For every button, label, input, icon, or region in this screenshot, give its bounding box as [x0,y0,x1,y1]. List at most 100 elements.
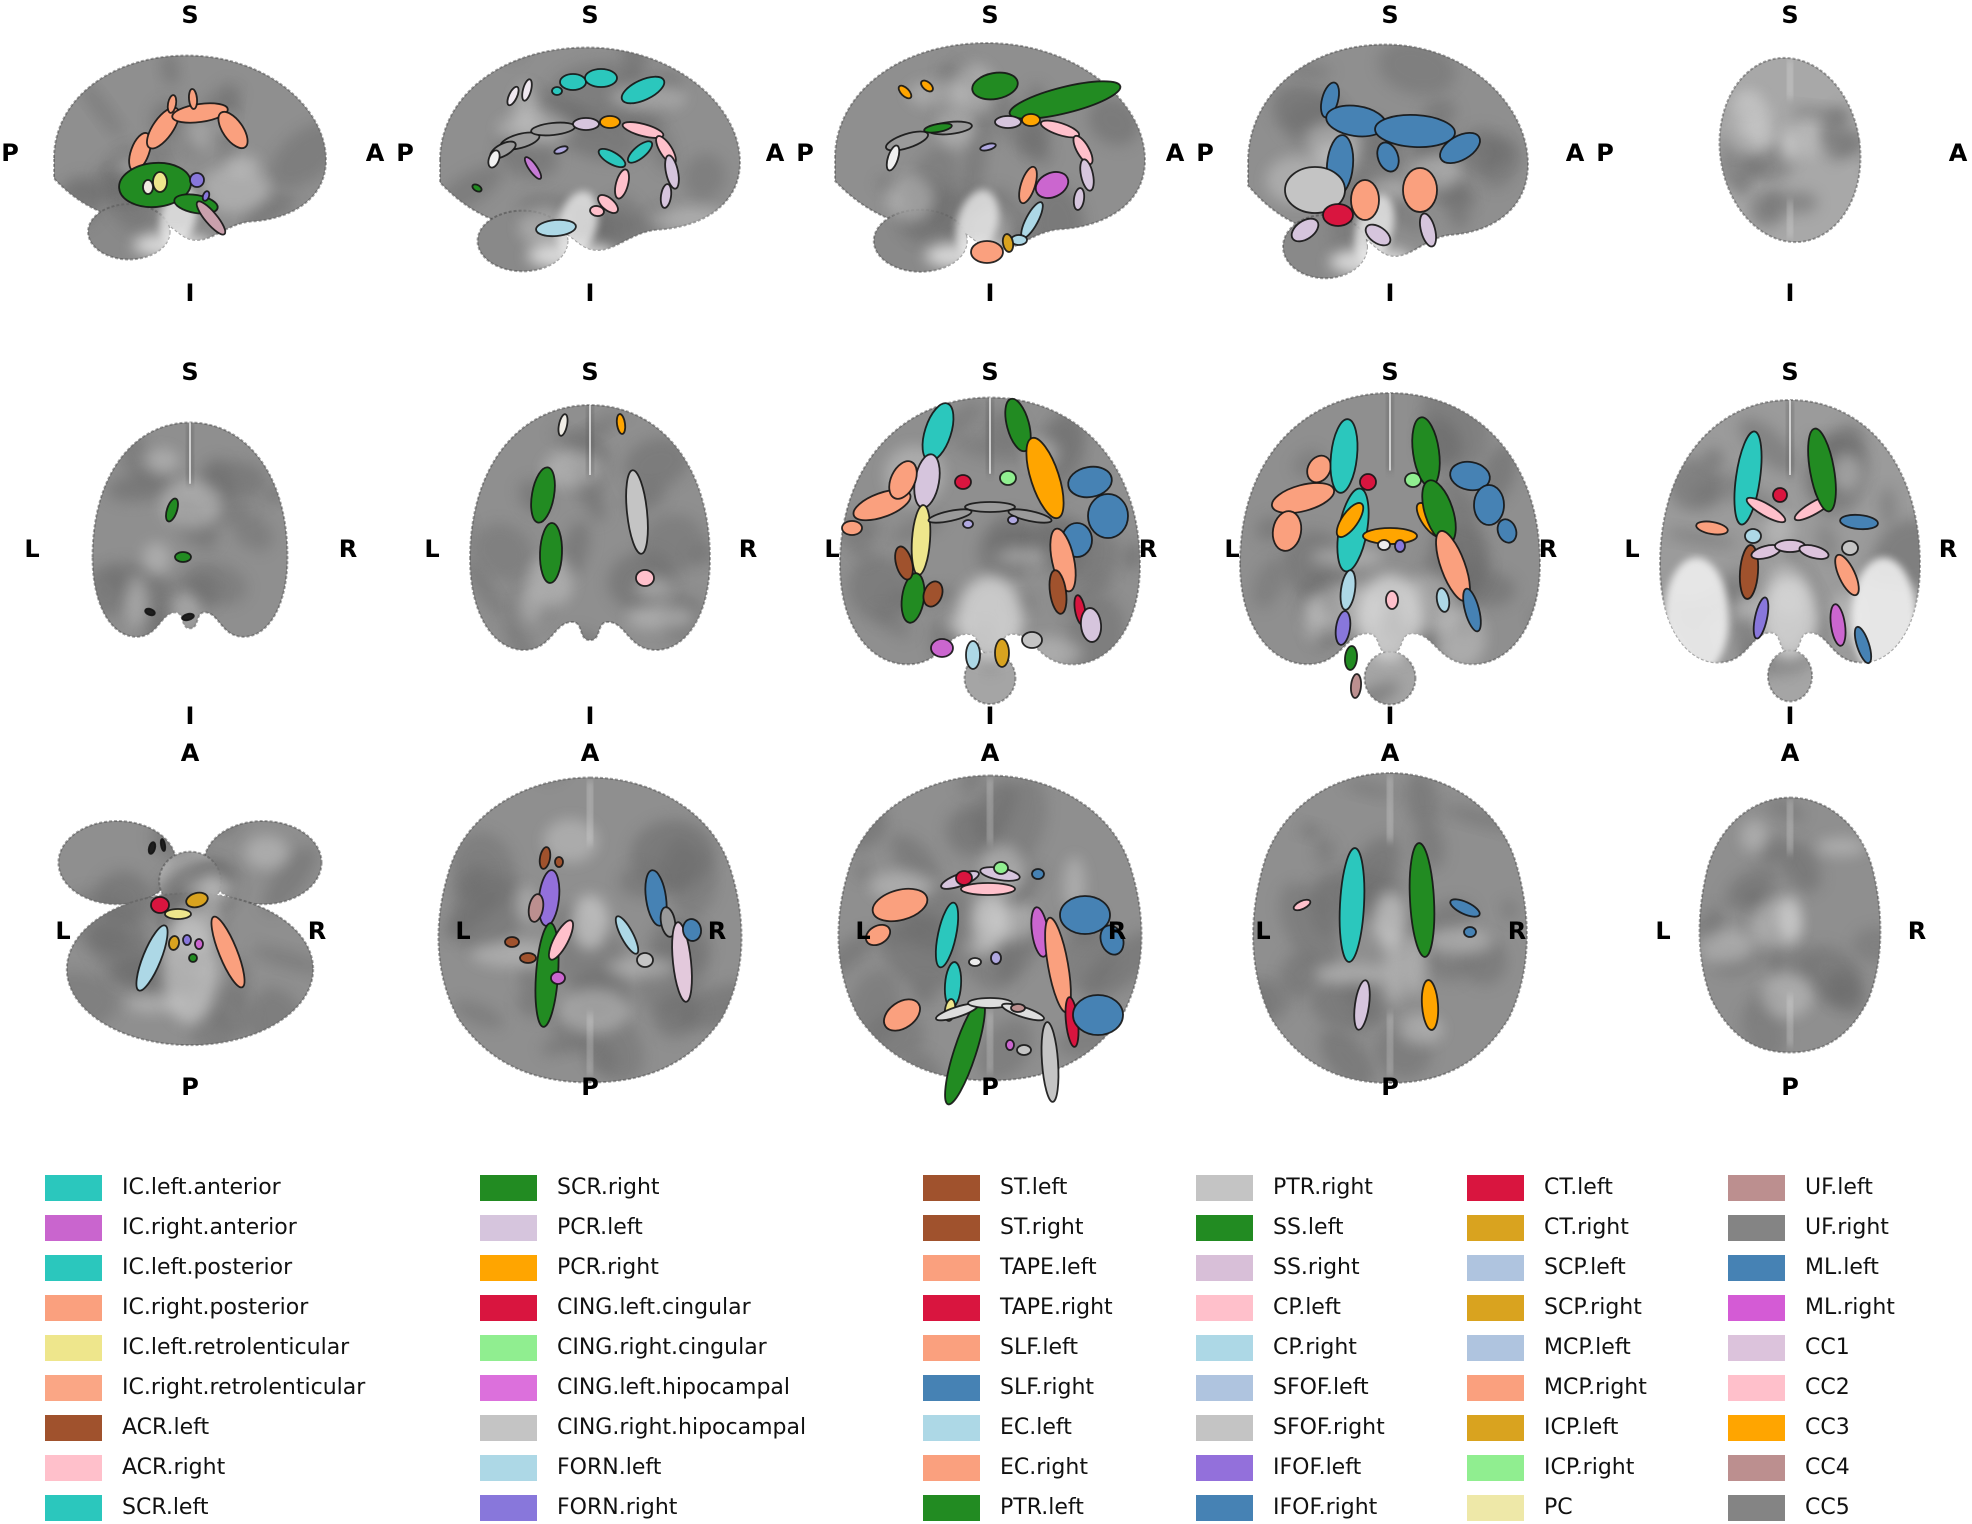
tract-patch [954,474,972,490]
brain-slice-panel [91,421,289,638]
brain-slice-panel [1252,771,1528,1085]
tract-patch [682,918,702,942]
tract-patches-axial-panel-1 [135,838,246,992]
tract-patch [1745,496,1787,524]
orientation-letter-left-coronal-panel-2: L [424,535,439,563]
orientation-letter-top-sagittal-panel-2: S [581,1,598,29]
tract-patch [1271,510,1303,552]
orientation-letter-top-coronal-panel-2: S [581,358,598,386]
tract-patch [1338,847,1366,963]
tract-patch [1350,673,1362,699]
orientation-letter-left-axial-panel-2: L [455,917,470,945]
orientation-letter-right-sagittal-panel-5: A [1949,139,1968,167]
tract-patch [1008,80,1122,120]
tract-patch [635,569,655,587]
tract-patches-axial-panel-2 [504,846,702,1028]
tract-patch [923,122,953,134]
tract-patch [1449,460,1491,492]
brain-slice-panel [838,396,1142,706]
tract-patch [1420,979,1440,1031]
tract-patch [894,545,914,581]
orientation-letter-top-coronal-panel-3: S [981,358,998,386]
tract-patch [135,924,169,992]
tract-patch [888,460,918,500]
tract-patch [1048,569,1068,615]
tract-patch [1841,540,1859,556]
tract-patch [150,896,170,914]
tract-patch [1072,187,1086,211]
tract-patch [189,172,205,188]
orientation-letter-top-sagittal-panel-4: S [1381,1,1398,29]
tract-patch [188,953,198,963]
tract-patch [195,200,227,236]
tract-patch [201,190,211,202]
tract-patch [597,147,627,169]
orientation-letter-left-coronal-panel-1: L [24,535,39,563]
tract-patch [597,194,619,214]
orientation-letter-bottom-coronal-panel-5: I [1786,702,1795,730]
tract-patch [1021,631,1043,649]
brain-slice-panel [57,819,323,1047]
tract-patch [955,870,973,886]
orientation-letter-bottom-coronal-panel-2: I [586,702,595,730]
orientation-letter-left-axial-panel-5: L [1655,917,1670,945]
tract-patch [1463,926,1477,938]
brain-slice-panel [468,403,712,652]
tract-patch [934,901,960,969]
tract-patch [572,117,600,131]
tract-patch [1007,515,1019,525]
orientation-letter-bottom-coronal-panel-4: I [1386,702,1395,730]
tract-patch [897,84,913,100]
tract-patch [1829,603,1847,647]
tract-patch [971,71,1019,101]
tract-patch [1834,553,1860,597]
tract-patch [614,168,630,200]
tract-patch [146,106,180,150]
orientation-letter-bottom-sagittal-panel-1: I [186,279,195,307]
tract-patch [519,952,537,964]
orientation-letter-left-sagittal-panel-4: P [1196,139,1214,167]
tract-patch [1362,527,1418,545]
tract-patch [557,413,569,437]
tract-patch [1290,217,1320,243]
tract-patch [164,908,192,920]
tract-patch [548,919,574,961]
tract-patch [1025,436,1065,520]
tract-patch [1344,645,1358,671]
orientation-letter-top-axial-panel-5: A [1781,739,1800,767]
tract-patch [615,413,627,435]
orientation-letter-right-axial-panel-3: R [1108,917,1126,945]
orientation-letter-top-axial-panel-1: A [181,739,200,767]
tract-patch [1496,518,1518,544]
tract-patch [550,971,566,985]
tract-patches-coronal-panel-2 [530,413,655,587]
tract-patch [1353,979,1371,1031]
tract-patch [185,891,209,909]
tract-patch [1059,895,1111,935]
tract-patch [999,470,1017,486]
tract-patch [181,612,195,622]
tract-patch [922,580,944,608]
tract-patch [194,938,204,950]
orientation-letter-right-sagittal-panel-2: A [766,139,785,167]
orientation-letter-right-sagittal-panel-3: A [1166,139,1185,167]
tract-patch [1322,203,1354,227]
orientation-letter-left-axial-panel-3: L [855,917,870,945]
tract-patch [990,951,1002,965]
tract-patch [871,887,929,923]
tract-patch [165,497,179,523]
tract-patch [994,115,1022,129]
tract-patch [1040,1021,1060,1103]
tract-patch [883,998,921,1032]
brain-slice-panel [1698,796,1882,1054]
tract-patch [620,75,666,105]
orientation-letter-bottom-sagittal-panel-2: I [586,279,595,307]
tract-patch [1079,158,1095,192]
tract-patch [993,861,1009,875]
orientation-letter-left-axial-panel-1: L [55,917,70,945]
orientation-letter-left-coronal-panel-5: L [1624,535,1639,563]
orientation-letter-top-axial-panel-4: A [1381,739,1400,767]
orientation-letter-bottom-axial-panel-5: P [1781,1073,1799,1101]
tract-patches-axial-panel-4 [1292,842,1481,1031]
orientation-letter-bottom-coronal-panel-1: I [186,702,195,730]
